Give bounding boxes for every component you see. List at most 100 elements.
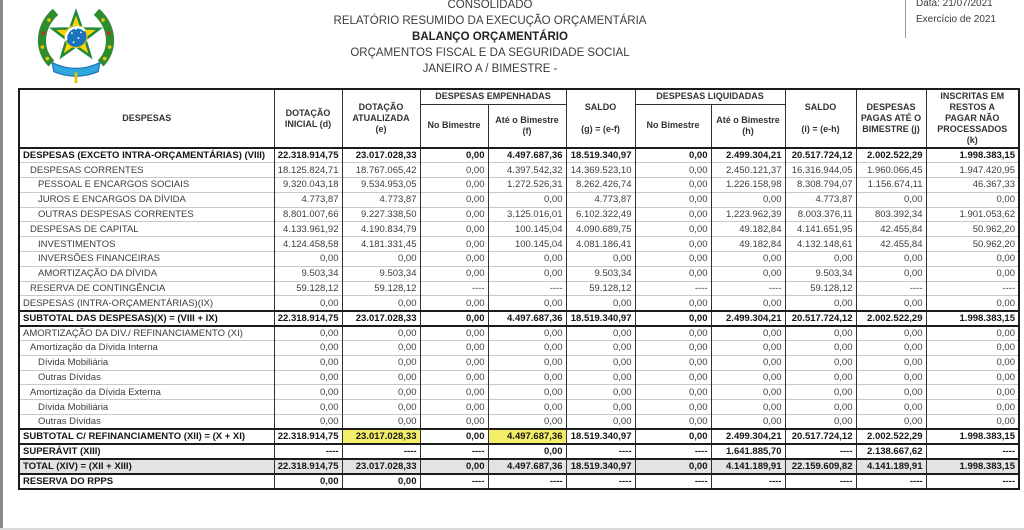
cell: 1.998.383,15 bbox=[925, 458, 1020, 475]
cell: 8.262.426,74 bbox=[565, 177, 636, 193]
cell: 4.773,87 bbox=[341, 191, 421, 208]
col-header-liq-ate-bimestre: Até o Bimestre (h) bbox=[710, 103, 786, 149]
cell: 0,00 bbox=[419, 354, 489, 371]
table-row: SUBTOTAL DAS DESPESAS)(X) = (VIII + IX) 2… bbox=[18, 309, 1020, 326]
cell: 0,00 bbox=[419, 458, 489, 475]
cell: 0,00 bbox=[419, 177, 489, 193]
cell: 1.901.053,62 bbox=[925, 206, 1020, 222]
cell: 9.503,34 bbox=[784, 265, 857, 282]
cell: 0,00 bbox=[565, 369, 636, 385]
cell: 1.998.383,15 bbox=[925, 309, 1020, 326]
cell: 0,00 bbox=[855, 354, 927, 371]
row-label: OUTRAS DESPESAS CORRENTES bbox=[18, 206, 275, 222]
report-exercise: Exercício de 2021 bbox=[916, 14, 997, 25]
row-label: INVERSÕES FINANCEIRAS bbox=[18, 251, 275, 267]
cell: 0,00 bbox=[341, 369, 421, 385]
cell: 0,00 bbox=[419, 162, 489, 178]
cell: 0,00 bbox=[784, 295, 857, 311]
cell: 0,00 bbox=[487, 340, 567, 356]
cell: 0,00 bbox=[419, 236, 489, 252]
cell: 4.773,87 bbox=[784, 191, 857, 208]
cell: ---- bbox=[925, 443, 1020, 460]
cell: 0,00 bbox=[273, 354, 343, 371]
cell: 0,00 bbox=[419, 191, 489, 208]
cell: 0,00 bbox=[784, 414, 857, 430]
cell: 23.017.028,33 bbox=[341, 309, 421, 326]
cell: 3.125.016,01 bbox=[487, 206, 567, 222]
budget-table: DESPESAS DOTAÇÃO INICIAL (d) DOTAÇÃO ATU… bbox=[18, 88, 1020, 491]
cell: 8.308.794,07 bbox=[784, 177, 857, 193]
cell: 0,00 bbox=[565, 340, 636, 356]
cell: 59.128,12 bbox=[784, 280, 857, 296]
table-row: JUROS E ENCARGOS DA DÍVIDA 4.773,87 4.773,… bbox=[18, 191, 1020, 208]
table-row: SUPERÁVIT (XIII) ---- ---- ---- 0,00 ---- ----… bbox=[18, 443, 1020, 460]
cell: 8.003.376,11 bbox=[784, 206, 857, 222]
cell: 18.519.340,97 bbox=[565, 309, 636, 326]
cell: 0,00 bbox=[565, 399, 636, 415]
cell: 0,00 bbox=[710, 384, 786, 400]
cell: 2.002.522,29 bbox=[855, 428, 927, 445]
cell: 0,00 bbox=[341, 324, 421, 341]
cell: 18.519.340,97 bbox=[565, 458, 636, 475]
cell: 0,00 bbox=[634, 324, 712, 341]
cell: 2.002.522,29 bbox=[855, 309, 927, 326]
cell: 0,00 bbox=[634, 251, 712, 267]
col-header-emp-ate-bimestre: Até o Bimestre (f) bbox=[487, 103, 567, 149]
cell: 0,00 bbox=[784, 324, 857, 341]
cell: 0,00 bbox=[419, 340, 489, 356]
cell: ---- bbox=[710, 473, 786, 490]
cell: 0,00 bbox=[784, 251, 857, 267]
cell: 0,00 bbox=[634, 354, 712, 371]
table-row: OUTRAS DESPESAS CORRENTES 8.801.007,66 9.2… bbox=[18, 206, 1020, 222]
cell: 9.534.953,05 bbox=[341, 177, 421, 193]
cell: 0,00 bbox=[273, 384, 343, 400]
col-header-despesas: DESPESAS bbox=[18, 88, 275, 149]
cell: 0,00 bbox=[634, 399, 712, 415]
cell: 4.133.961,92 bbox=[273, 221, 343, 237]
cell: 14.369.523,10 bbox=[565, 162, 636, 178]
cell: 1.998.383,15 bbox=[925, 147, 1020, 163]
cell: ---- bbox=[565, 473, 636, 490]
table-row: AMORTIZAÇÃO DA DIV./ REFINANCIAMENTO (XI… bbox=[18, 324, 1020, 341]
row-label: DESPESAS CORRENTES bbox=[18, 162, 275, 178]
cell: 49.182,84 bbox=[710, 236, 786, 252]
row-label: RESERVA DE CONTINGÊNCIA bbox=[18, 280, 275, 296]
cell: 59.128,12 bbox=[565, 280, 636, 296]
cell: 22.318.914,75 bbox=[273, 309, 343, 326]
cell: 0,00 bbox=[634, 265, 712, 282]
row-label: AMORTIZAÇÃO DA DÍVIDA bbox=[18, 265, 275, 282]
cell: 0,00 bbox=[925, 295, 1020, 311]
report-date: Data: 21/07/2021 bbox=[916, 0, 993, 9]
budget-table-container: DESPESAS DOTAÇÃO INICIAL (d) DOTAÇÃO ATU… bbox=[18, 88, 1020, 491]
cell: ---- bbox=[273, 443, 343, 460]
cell: 0,00 bbox=[487, 354, 567, 371]
cell: 22.318.914,75 bbox=[273, 458, 343, 475]
cell: 4.141.189,91 bbox=[855, 458, 927, 475]
cell: 0,00 bbox=[855, 384, 927, 400]
cell: 42.455,84 bbox=[855, 236, 927, 252]
cell: 2.450.121,37 bbox=[710, 162, 786, 178]
cell: 0,00 bbox=[487, 295, 567, 311]
row-label: PESSOAL E ENCARGOS SOCIAIS bbox=[18, 177, 275, 193]
cell: 4.497.687,36 bbox=[487, 428, 567, 445]
cell: 4.773,87 bbox=[273, 191, 343, 208]
cell: 0,00 bbox=[565, 295, 636, 311]
table-row: AMORTIZAÇÃO DA DÍVIDA 9.503,34 9.503,34 0,0… bbox=[18, 265, 1020, 282]
col-header-dotacao-atualizada: DOTAÇÃO ATUALIZADA (e) bbox=[341, 88, 421, 149]
cell: ---- bbox=[710, 280, 786, 296]
cell: 4.190.834,79 bbox=[341, 221, 421, 237]
cell: 0,00 bbox=[855, 399, 927, 415]
cell: ---- bbox=[634, 280, 712, 296]
cell: 0,00 bbox=[634, 236, 712, 252]
cell: 0,00 bbox=[710, 295, 786, 311]
col-header-inscritas-restos: INSCRITAS EM RESTOS A PAGAR NÃO PROCESSA… bbox=[925, 88, 1020, 149]
cell: 100.145,04 bbox=[487, 221, 567, 237]
window-left-edge bbox=[0, 0, 3, 530]
report-period: JANEIRO A / BIMESTRE - bbox=[422, 63, 558, 75]
cell: 0,00 bbox=[710, 399, 786, 415]
table-row: DESPESAS DE CAPITAL 4.133.961,92 4.190.834… bbox=[18, 221, 1020, 237]
cell: 0,00 bbox=[710, 414, 786, 430]
cell: 4.181.331,45 bbox=[341, 236, 421, 252]
table-row: TOTAL (XIV) = (XII + XIII) 22.318.914,75 2… bbox=[18, 458, 1020, 475]
table-row: RESERVA DE CONTINGÊNCIA 59.128,12 59.128,1… bbox=[18, 280, 1020, 296]
